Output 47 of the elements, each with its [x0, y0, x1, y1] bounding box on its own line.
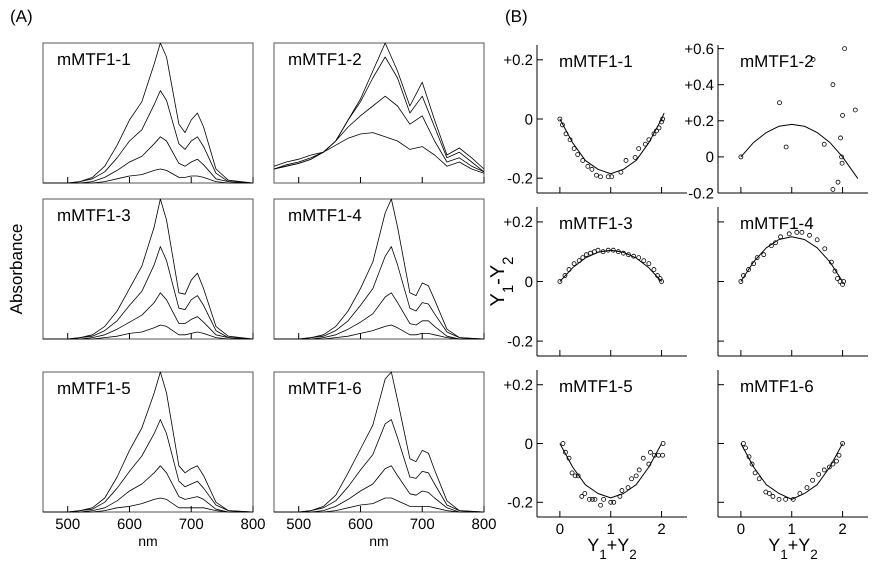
x-tick-label: 500 [55, 516, 80, 533]
chart-title: mMTF1-3 [57, 206, 131, 225]
y-tick-label: 0 [706, 149, 714, 166]
x-axis-title: Y$_{1}$+Y$_{2}$ [768, 535, 818, 562]
chart-title: mMTF1-3 [559, 214, 633, 233]
x-tick-label: 800 [471, 516, 497, 533]
y-axis-title: Absorbance [7, 224, 26, 314]
chart-title: mMTF1-4 [740, 214, 814, 233]
y-tick-label: -0.2 [507, 170, 533, 188]
text: (A) [10, 7, 33, 26]
x-tick-label: 1 [788, 521, 796, 538]
y-tick-label: -0.2 [507, 494, 533, 512]
x-tick-label: 0 [556, 521, 564, 538]
x-tick-label: 0 [736, 521, 746, 538]
x-tick-label: 2 [838, 521, 847, 538]
y-tick-label: +0.2 [684, 113, 714, 130]
y-tick-label: -0.2 [688, 185, 714, 202]
chart-title: mMTF1-1 [57, 50, 131, 69]
y-tick-label: +0.2 [503, 214, 533, 232]
x-tick-label: 700 [410, 516, 435, 533]
y-tick-label: +0.4 [684, 76, 714, 94]
x-tick-label: 500 [286, 516, 312, 533]
y-tick-label: +0.2 [503, 376, 533, 394]
y-tick-label: 0 [524, 111, 533, 128]
x-tick-label: 2 [657, 521, 666, 538]
text: (B) [505, 7, 528, 26]
chart-title: mMTF1-6 [740, 377, 814, 396]
chart-title: mMTF1-5 [559, 377, 633, 396]
x-tick-label: 600 [348, 516, 373, 533]
y-tick-label: +0.6 [684, 40, 714, 58]
x-tick-label: 700 [178, 516, 204, 533]
x-tick-label: 1 [606, 521, 615, 538]
chart-title: mMTF1-5 [57, 379, 131, 398]
chart-title: mMTF1-2 [288, 50, 362, 69]
y-tick-label: -0.2 [507, 333, 533, 350]
x-axis-title: Y$_{1}$+Y$_{2}$ [587, 535, 637, 562]
chart-title: mMTF1-6 [288, 379, 362, 398]
x-axis-title: nm [138, 533, 158, 549]
chart-title: mMTF1-1 [559, 52, 633, 71]
chart-title: mMTF1-2 [740, 52, 814, 71]
y-tick-label: 0 [524, 274, 533, 291]
x-tick-label: 600 [116, 516, 142, 533]
x-tick-label: 800 [240, 516, 266, 533]
y-tick-label: 0 [524, 436, 533, 453]
chart-title: mMTF1-4 [288, 206, 362, 225]
x-axis-title: nm [369, 533, 389, 549]
y-tick-label: +0.2 [503, 52, 533, 70]
